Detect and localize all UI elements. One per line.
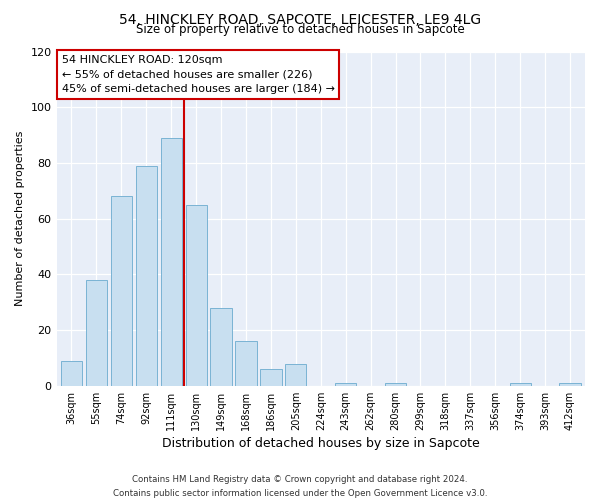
Bar (385, 383, 406, 386)
Text: Contains HM Land Registry data © Crown copyright and database right 2024.
Contai: Contains HM Land Registry data © Crown c… (113, 476, 487, 498)
Text: 54 HINCKLEY ROAD: 120sqm
← 55% of detached houses are smaller (226)
45% of semi-: 54 HINCKLEY ROAD: 120sqm ← 55% of detach… (62, 55, 335, 94)
Text: 54, HINCKLEY ROAD, SAPCOTE, LEICESTER, LE9 4LG: 54, HINCKLEY ROAD, SAPCOTE, LEICESTER, L… (119, 12, 481, 26)
Bar (86, 280, 107, 386)
Bar (136, 166, 157, 386)
Bar (235, 341, 257, 386)
X-axis label: Distribution of detached houses by size in Sapcote: Distribution of detached houses by size … (162, 437, 479, 450)
Bar (161, 138, 182, 386)
Bar (559, 383, 581, 386)
Bar (185, 204, 207, 386)
Bar (211, 308, 232, 386)
Bar (509, 383, 531, 386)
Text: Size of property relative to detached houses in Sapcote: Size of property relative to detached ho… (136, 22, 464, 36)
Y-axis label: Number of detached properties: Number of detached properties (15, 131, 25, 306)
Bar (111, 196, 132, 386)
Bar (260, 369, 281, 386)
Bar (285, 364, 307, 386)
Bar (61, 360, 82, 386)
Bar (335, 383, 356, 386)
